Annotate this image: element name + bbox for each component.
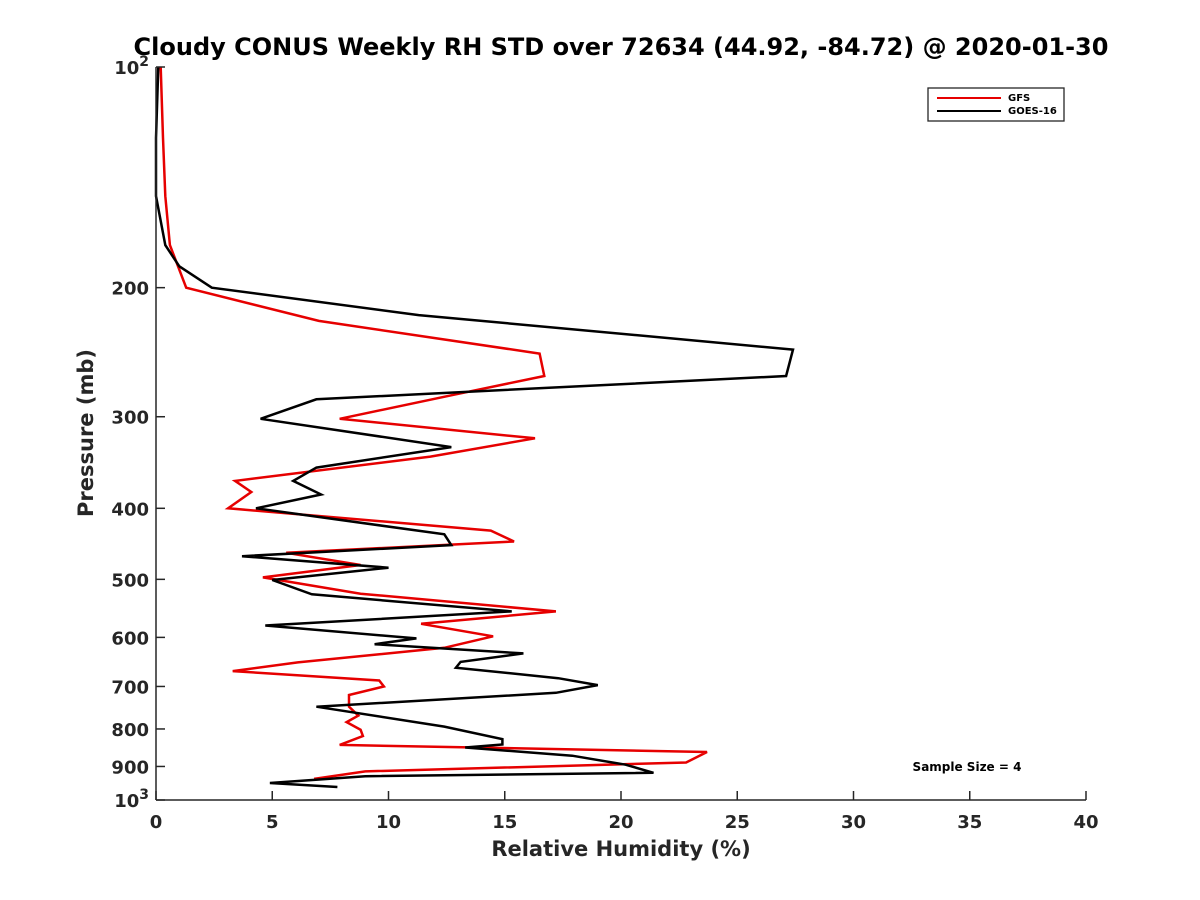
x-ticks: 0 5 10 15 20 25 30 35 40 xyxy=(150,791,1099,833)
x-axis-label: Relative Humidity (%) xyxy=(491,837,750,861)
x-tick-label: 5 xyxy=(266,812,279,833)
y-tick-label: 400 xyxy=(111,499,149,520)
y-axis-label: Pressure (mb) xyxy=(74,349,98,517)
legend-box xyxy=(927,87,1065,122)
x-tick-label: 0 xyxy=(150,812,163,833)
y-tick-label: 700 xyxy=(111,677,149,698)
plot-area xyxy=(156,67,1086,800)
legend-label-gfs: GFS xyxy=(1008,93,1030,104)
series-line-gfs xyxy=(159,66,708,781)
y-tick-label: 600 xyxy=(111,628,149,649)
chart-title: Cloudy CONUS Weekly RH STD over 72634 (4… xyxy=(134,33,1109,61)
x-tick-label: 10 xyxy=(376,812,401,833)
y-tick-label: 103 xyxy=(114,787,149,812)
x-tick-label: 25 xyxy=(725,812,750,833)
legend-label-goes-16: GOES-16 xyxy=(1008,106,1057,117)
x-tick-label: 35 xyxy=(957,812,982,833)
x-tick-label: 40 xyxy=(1073,812,1098,833)
sample-size-annotation: Sample Size = 4 xyxy=(913,760,1022,774)
y-tick-label: 800 xyxy=(111,720,149,741)
legend: GFS GOES-16 xyxy=(927,87,1065,122)
axes-layer xyxy=(155,67,1086,801)
series-layer xyxy=(154,66,795,789)
y-ticks: 102 200 300 400 500 600 700 800 900 103 xyxy=(111,54,165,812)
x-tick-label: 20 xyxy=(608,812,633,833)
y-tick-label: 900 xyxy=(111,757,149,778)
y-tick-label: 300 xyxy=(111,408,149,429)
y-tick-label: 500 xyxy=(111,570,149,591)
x-tick-label: 15 xyxy=(492,812,517,833)
y-tick-label: 200 xyxy=(111,279,149,300)
series-line-goes-16 xyxy=(154,66,795,789)
y-tick-label: 102 xyxy=(114,54,149,79)
x-tick-label: 30 xyxy=(841,812,866,833)
